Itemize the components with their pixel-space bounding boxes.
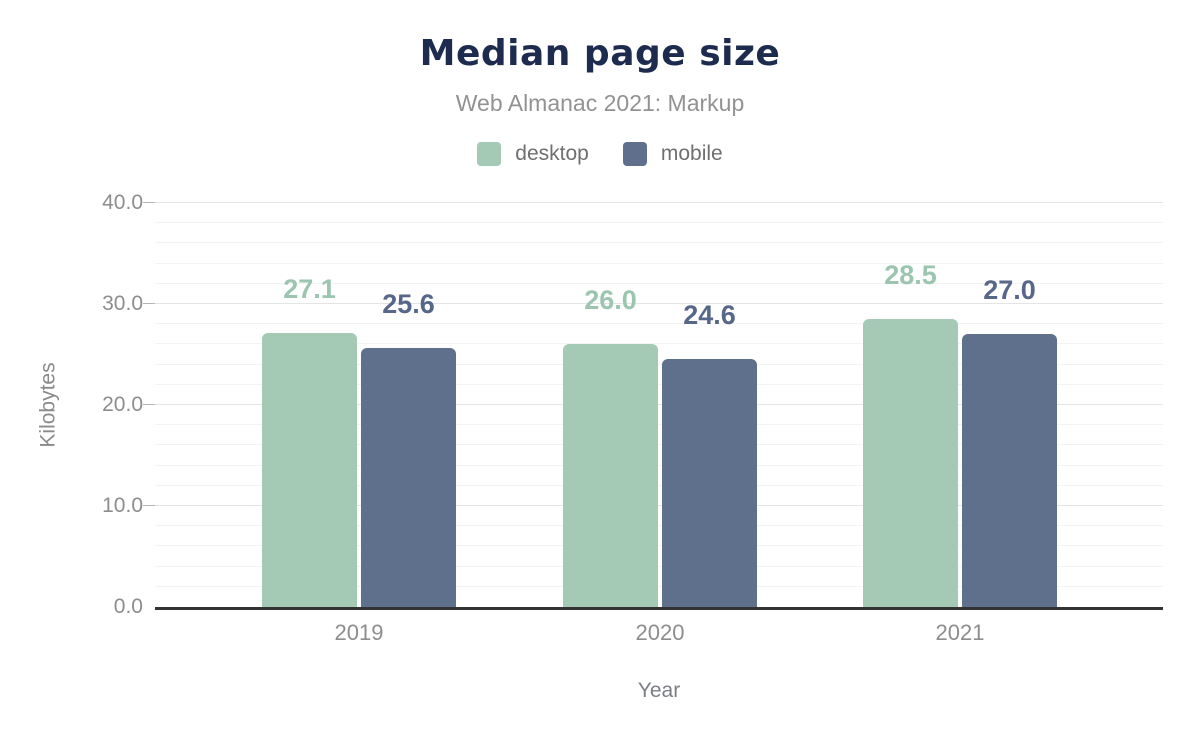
legend: desktop mobile: [0, 142, 1200, 166]
x-tick-label-2019: 2019: [334, 620, 384, 645]
mobile-swatch-icon: [622, 142, 647, 166]
gridline-minor: [155, 242, 1163, 244]
bar-mobile-2021: 27.0: [962, 277, 1057, 607]
y-tick-label: 10.0: [102, 494, 143, 517]
bar-value-label-desktop-2019: 27.1: [283, 274, 336, 304]
legend-label-mobile: mobile: [660, 142, 723, 165]
gridline-minor: [155, 545, 1163, 547]
gridline-minor: [155, 444, 1163, 446]
x-tick-label-2020: 2020: [635, 620, 685, 645]
bar-mobile-2019: 25.6: [361, 291, 456, 607]
legend-item-mobile: mobile: [622, 142, 723, 166]
bar-group-2020: 26.0 24.6: [563, 203, 757, 607]
y-tick-label: 40.0: [102, 191, 143, 214]
gridline-major: [155, 303, 1163, 304]
legend-item-desktop: desktop: [477, 142, 589, 166]
bar-value-label-desktop-2021: 28.5: [884, 260, 937, 290]
y-tick-mark: [143, 303, 155, 304]
bar-desktop-2020: 26.0: [563, 287, 658, 607]
gridline-minor: [155, 565, 1163, 567]
bar-group-2021: 28.5 27.0: [863, 203, 1057, 607]
bar-desktop-2019: 27.1: [262, 276, 357, 607]
chart-title: Median page size: [419, 33, 781, 74]
bar-mobile-2020: 24.6: [662, 302, 757, 607]
bar-value-label-mobile-2021: 27.0: [983, 275, 1036, 305]
bar-group-2019: 27.1 25.6: [262, 203, 456, 607]
gridline-minor: [155, 424, 1163, 426]
y-tick-mark: [143, 404, 155, 405]
gridline-minor: [155, 484, 1163, 486]
bar-value-label-mobile-2019: 25.6: [382, 289, 435, 319]
gridline-major: [155, 505, 1163, 506]
gridline-major: [155, 202, 1163, 203]
legend-label-desktop: desktop: [515, 142, 589, 165]
gridline-minor: [155, 262, 1163, 264]
desktop-swatch-icon: [477, 142, 502, 166]
bar-value-label-desktop-2020: 26.0: [584, 285, 637, 315]
gridline-minor: [155, 282, 1163, 284]
gridline-minor: [155, 383, 1163, 385]
gridline-minor: [155, 585, 1163, 587]
bar-value-label-mobile-2020: 24.6: [683, 300, 736, 330]
bar-desktop-2021: 28.5: [863, 262, 958, 607]
y-tick-label: 30.0: [102, 292, 143, 315]
x-axis-title: Year: [637, 679, 681, 702]
gridline-minor: [155, 525, 1163, 527]
gridline-minor: [155, 363, 1163, 365]
y-tick-mark: [143, 202, 155, 203]
y-tick-label: 20.0: [102, 393, 143, 416]
x-tick-label-2021: 2021: [935, 620, 985, 645]
gridline-minor: [155, 343, 1163, 345]
chart-subtitle: Web Almanac 2021: Markup: [455, 90, 745, 116]
gridline-major: [155, 404, 1163, 405]
gridline-minor: [155, 323, 1163, 325]
gridline-minor: [155, 222, 1163, 224]
y-tick-mark: [143, 505, 155, 506]
gridline-minor: [155, 464, 1163, 466]
plot-area: Kilobytes Year 0.0 10.0 20.0 30.0 40.0 27.1 25…: [37, 192, 1163, 702]
y-tick-label: 0.0: [113, 595, 143, 618]
